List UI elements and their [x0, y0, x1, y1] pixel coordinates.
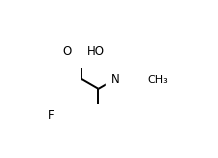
- Text: CH₃: CH₃: [147, 76, 168, 85]
- Text: N: N: [111, 73, 120, 85]
- Text: HO: HO: [87, 46, 105, 58]
- Text: O: O: [62, 46, 72, 58]
- Text: F: F: [48, 109, 55, 122]
